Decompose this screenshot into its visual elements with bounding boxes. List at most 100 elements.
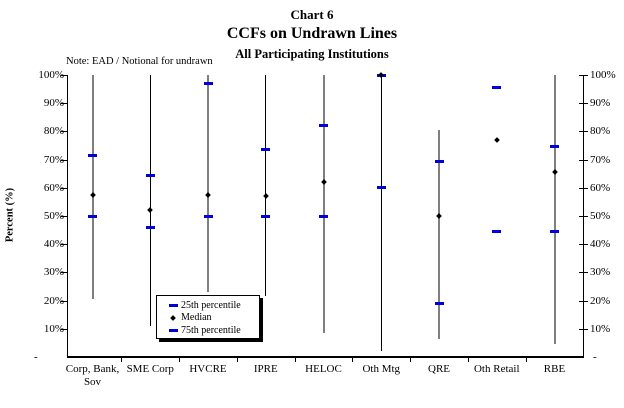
y-tick-right — [579, 328, 588, 330]
y-tick-left — [61, 216, 67, 217]
legend-item-label: 25th percentile — [181, 299, 241, 311]
category-label: Oth Mtg — [362, 363, 401, 375]
y-tick-right — [579, 272, 588, 274]
range-line-gray — [322, 75, 325, 334]
y-tick-label-left: 60% — [43, 181, 64, 194]
percentile-dash-icon — [169, 328, 181, 332]
percentile-dash-swatch — [169, 303, 178, 307]
percentile-dash-icon — [169, 303, 181, 307]
category-label: Oth Retail — [473, 363, 520, 375]
range-line-gray — [207, 75, 209, 293]
y-tick-left — [61, 187, 67, 189]
p75-marker — [492, 86, 502, 90]
x-axis-category-tick — [410, 358, 412, 362]
range-line-gray — [553, 75, 556, 345]
legend-item: 75th percentile — [169, 324, 259, 337]
range-line-dark — [265, 75, 267, 297]
range-line-dark — [380, 75, 382, 352]
range-line-gray — [438, 129, 440, 339]
y-tick-right — [579, 216, 588, 217]
y-tick-label-left: 30% — [43, 266, 64, 279]
category-label: IPRE — [253, 363, 278, 375]
y-tick-label-left: 70% — [43, 153, 64, 166]
y-tick-right — [579, 75, 588, 76]
p25-marker — [261, 214, 271, 218]
y-tick-label-right: 100% — [590, 69, 616, 81]
p25-marker — [376, 186, 386, 190]
p75-marker — [319, 124, 328, 128]
y-tick-left — [61, 159, 67, 161]
p25-marker — [319, 214, 328, 218]
y-tick-label-right: 40% — [590, 238, 611, 251]
y-tick-left — [61, 328, 67, 330]
y-tick-label-right: 30% — [590, 266, 611, 279]
y-tick-right — [579, 103, 588, 105]
y-tick-label-right: 10% — [590, 322, 611, 335]
x-axis-category-tick — [352, 358, 354, 362]
range-line-gray — [91, 75, 94, 300]
y-tick-label-right: 20% — [590, 294, 611, 307]
chart-main-title: CCFs on Undrawn Lines — [226, 25, 398, 42]
category-label: SME Corp — [126, 363, 174, 375]
y-tick-left — [61, 272, 67, 274]
x-axis-category-tick — [525, 358, 527, 362]
y-tick-left — [61, 131, 67, 133]
x-axis-category-tick — [121, 358, 123, 362]
y-axis-left-spine — [67, 75, 68, 357]
p25-marker — [550, 230, 559, 233]
y-axis-title: Percent (%) — [4, 187, 16, 243]
p25-marker — [203, 214, 213, 218]
chart-note: Note: EAD / Notional for undrawn — [66, 56, 213, 67]
y-tick-left — [61, 103, 67, 105]
y-tick-label-left: - — [34, 351, 38, 363]
legend-item-label: Median — [181, 312, 212, 324]
legend-item: Median — [169, 312, 259, 325]
y-tick-left — [61, 300, 67, 302]
p25-marker — [434, 301, 444, 305]
median-marker — [262, 193, 269, 200]
y-tick-label-left: 80% — [43, 125, 64, 138]
p25-marker — [88, 214, 97, 218]
y-tick-label-left: 10% — [43, 322, 64, 335]
p75-marker — [550, 145, 559, 149]
median-diamond-icon — [169, 314, 181, 321]
y-tick-label-right: 80% — [590, 125, 611, 138]
y-tick-right — [579, 300, 588, 302]
legend-item-label: 75th percentile — [181, 324, 241, 336]
p75-marker — [145, 173, 155, 177]
median-marker — [205, 192, 211, 198]
y-tick-label-right: 90% — [590, 97, 611, 110]
y-tick-label-right: - — [593, 351, 597, 363]
y-tick-left — [61, 75, 67, 76]
p25-marker — [492, 230, 502, 233]
legend-item: 25th percentile — [169, 299, 259, 312]
y-tick-label-left: 50% — [43, 210, 64, 222]
y-tick-right — [579, 131, 588, 133]
x-axis-category-tick — [467, 358, 469, 362]
y-tick-label-right: 50% — [590, 210, 611, 222]
p75-marker — [261, 148, 271, 152]
x-axis-category-tick — [179, 358, 181, 362]
percentile-dash-swatch — [169, 328, 178, 332]
category-label: Corp, Bank, Sov — [65, 363, 120, 388]
y-tick-label-left: 20% — [43, 294, 64, 307]
y-tick-right — [579, 159, 588, 161]
y-tick-label-left: 100% — [38, 69, 64, 81]
category-label: HVCRE — [189, 363, 227, 375]
p75-marker — [88, 153, 97, 157]
category-label: QRE — [428, 363, 450, 375]
range-line-dark — [149, 75, 151, 326]
y-tick-label-left: 40% — [43, 238, 64, 251]
p25-marker — [145, 225, 155, 229]
chart-subtitle: All Participating Institutions — [235, 47, 389, 61]
x-axis — [67, 356, 584, 358]
median-marker — [147, 207, 154, 214]
x-axis-category-tick — [294, 358, 296, 362]
median-diamond-swatch — [170, 314, 176, 321]
y-tick-right — [579, 244, 588, 246]
y-tick-right — [579, 187, 588, 189]
y-tick-label-left: 90% — [43, 97, 64, 110]
p75-marker — [203, 81, 213, 85]
y-tick-label-right: 60% — [590, 181, 611, 194]
